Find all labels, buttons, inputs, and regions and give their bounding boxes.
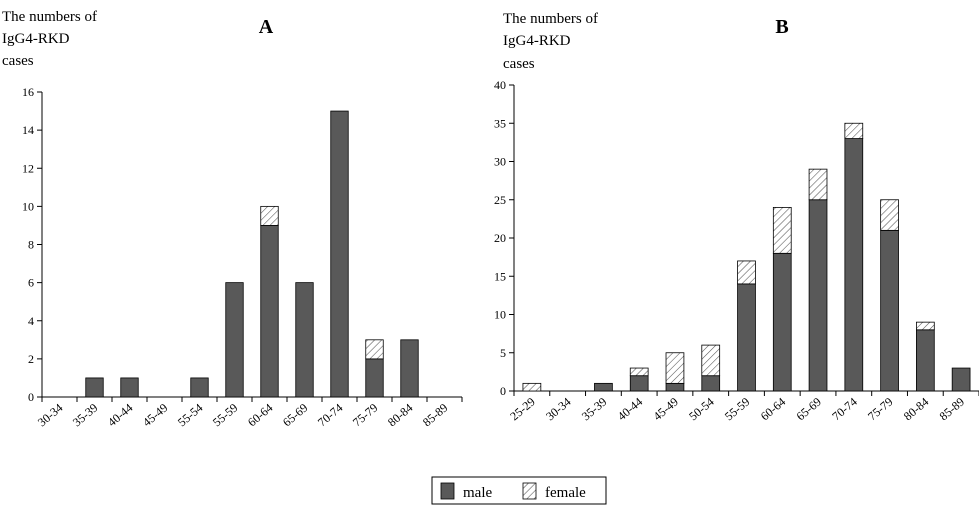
panel-b-y-tick-label: 10 bbox=[494, 308, 506, 322]
panel-b-x-tick-label: 45-49 bbox=[650, 395, 680, 424]
panel-a-x-tick-label: 55-59 bbox=[210, 401, 240, 430]
panel-a-y-tick-label: 8 bbox=[28, 238, 34, 252]
panel-a-bar-male-60-64 bbox=[260, 225, 279, 398]
panel-a-bar-male-80-84 bbox=[400, 339, 419, 398]
panel-a-bar-male-55-59 bbox=[225, 282, 244, 398]
panel-a-y-tick-label: 4 bbox=[28, 314, 34, 328]
panel-b-x-tick-label: 25-29 bbox=[507, 395, 537, 424]
panel-b-x-tick-label: 40-44 bbox=[615, 395, 645, 424]
panel-b-bar-female-60-64 bbox=[772, 206, 792, 254]
panel-a-x-tick-label: 55-54 bbox=[175, 401, 205, 430]
panel-b-x-tick-label: 70-74 bbox=[829, 395, 859, 424]
legend-female-label: female bbox=[545, 485, 586, 501]
panel-a-bar-male-70-74 bbox=[330, 110, 349, 398]
panel-a-bar-male-65-69 bbox=[295, 282, 314, 398]
panel-b-bar-female-75-79 bbox=[880, 199, 899, 231]
panel-a-bar-male-75-79 bbox=[365, 358, 384, 398]
panel-a-x-tick-label: 65-69 bbox=[280, 401, 310, 430]
panel-a-bar-female-75-79 bbox=[365, 339, 384, 360]
panel-b-y-tick-label: 30 bbox=[494, 155, 506, 169]
panel-b-title: B bbox=[775, 16, 788, 38]
panel-b-x-tick-label: 50-54 bbox=[686, 395, 716, 424]
panel-b-x-tick-label: 75-79 bbox=[865, 395, 895, 424]
panel-a-y-tick-label: 12 bbox=[22, 161, 34, 175]
legend-male-label: male bbox=[463, 485, 492, 501]
panel-a-y-tick-label: 0 bbox=[28, 390, 34, 404]
panel-b-y-tick-label: 15 bbox=[494, 269, 506, 283]
panel-b-y-tick-label: 40 bbox=[494, 78, 506, 92]
panel-b-x-tick-label: 80-84 bbox=[901, 395, 931, 424]
panel-a-ylabel-line-3: cases bbox=[2, 53, 34, 69]
panel-a-y-tick-label: 2 bbox=[28, 352, 34, 366]
legend-female-swatch bbox=[522, 482, 537, 500]
panel-b-x-tick-label: 65-69 bbox=[794, 395, 824, 424]
panel-a-title: A bbox=[259, 16, 274, 38]
panel-b-y-tick-label: 20 bbox=[494, 231, 506, 245]
panel-a-y-tick-label: 6 bbox=[28, 276, 34, 290]
panel-a-y-tick-label: 14 bbox=[22, 123, 34, 137]
panel-b-bar-male-80-84 bbox=[916, 329, 935, 392]
panel-b-bar-male-85-89 bbox=[951, 367, 971, 392]
panel-b-bar-female-55-59 bbox=[737, 260, 756, 285]
panel-b-ylabel-line-1: The numbers of bbox=[503, 11, 598, 27]
panel-a: The numbers of IgG4-RKD cases A 0 2 4 6 8 10 1… bbox=[2, 9, 463, 430]
panel-a-x-tick-label: 70-74 bbox=[315, 401, 345, 430]
panel-a-y-tick-label: 16 bbox=[22, 85, 34, 99]
panel-b-plot: 0 5 10 15 20 25 30 35 40 25-29 30-34 35-39 40-44 45-4… bbox=[494, 78, 979, 423]
panel-a-x-tick-label: 30-34 bbox=[35, 401, 65, 430]
panel-b-y-tick-label: 0 bbox=[500, 384, 506, 398]
panel-a-plot: 0 2 4 6 8 10 12 14 16 30-34 35-39 40-44 45-49 55-54 55… bbox=[22, 85, 463, 430]
panel-b-x-tick-label: 55-59 bbox=[722, 395, 752, 424]
legend: male female bbox=[431, 476, 607, 505]
panel-a-ylabel-line-1: The numbers of bbox=[2, 9, 97, 25]
panel-b-bar-male-65-69 bbox=[808, 199, 828, 392]
panel-a-y-tick-label: 10 bbox=[22, 199, 34, 213]
panel-a-x-tick-label: 60-64 bbox=[245, 401, 275, 430]
panel-b-y-tick-label: 5 bbox=[500, 346, 506, 360]
panel-a-bar-male-55-54 bbox=[190, 377, 209, 398]
panel-a-bar-male-40-44 bbox=[120, 377, 139, 398]
panel-b-bar-female-40-44 bbox=[629, 367, 649, 377]
panel-a-bar-female-60-64 bbox=[260, 205, 279, 226]
panel-b-y-tick-label: 35 bbox=[494, 116, 506, 130]
panel-b-bar-male-70-74 bbox=[844, 138, 864, 392]
panel-b-x-tick-label: 30-34 bbox=[543, 395, 573, 424]
panel-a-x-tick-label: 80-84 bbox=[385, 401, 415, 430]
legend-box bbox=[431, 476, 607, 505]
panel-b-x-tick-label: 35-39 bbox=[579, 395, 609, 424]
panel-a-x-tick-label: 75-79 bbox=[350, 401, 380, 430]
panel-b-bar-male-40-44 bbox=[629, 375, 649, 392]
panel-b-ylabel-line-2: IgG4-RKD bbox=[503, 33, 571, 49]
panel-b-bar-female-70-74 bbox=[844, 122, 864, 139]
panel-a-x-tick-label: 45-49 bbox=[140, 401, 170, 430]
panel-a-x-tick-label: 35-39 bbox=[70, 401, 100, 430]
panel-a-bar-male-35-39 bbox=[85, 377, 104, 398]
panel-b-bar-female-50-54 bbox=[701, 344, 721, 377]
panel-b-bar-female-65-69 bbox=[808, 168, 828, 201]
panel-b-bar-male-60-64 bbox=[772, 252, 792, 392]
panel-b-bar-male-35-39 bbox=[594, 382, 613, 392]
panel-b-x-tick-label: 85-89 bbox=[937, 395, 967, 424]
panel-b-bar-male-50-54 bbox=[701, 375, 721, 392]
panel-a-x-tick-label: 85-89 bbox=[420, 401, 450, 430]
legend-male-swatch bbox=[440, 482, 455, 500]
panel-b-bar-female-25-29 bbox=[522, 382, 542, 392]
panel-b-ylabel-line-3: cases bbox=[503, 56, 535, 72]
panel-b-bar-male-75-79 bbox=[880, 229, 899, 392]
panel-b-bar-male-55-59 bbox=[737, 283, 756, 392]
panel-a-ylabel-line-2: IgG4-RKD bbox=[2, 31, 70, 47]
panel-b-bar-female-80-84 bbox=[916, 321, 935, 331]
panel-b-bar-female-45-49 bbox=[665, 352, 685, 384]
panel-b-x-tick-label: 60-64 bbox=[758, 395, 788, 424]
panel-a-x-tick-label: 40-44 bbox=[105, 401, 135, 430]
panel-b-bar-male-45-49 bbox=[665, 382, 685, 392]
panel-b: The numbers of IgG4-RKD cases B 0 5 10 15 20… bbox=[494, 11, 979, 423]
panel-b-y-tick-label: 25 bbox=[494, 193, 506, 207]
